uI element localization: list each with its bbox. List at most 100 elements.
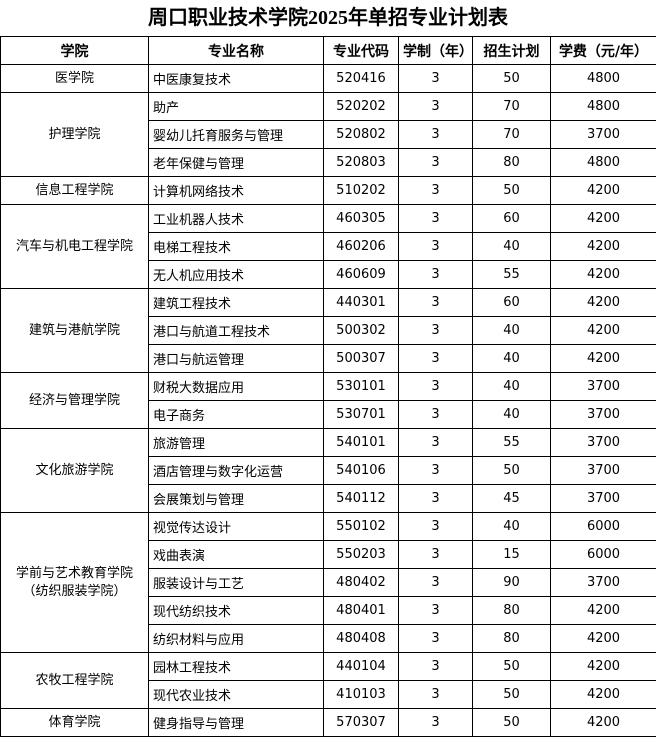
duration: 3 — [398, 260, 473, 289]
table-row: 老年保健与管理 520803 3 80 4800 — [1, 148, 656, 177]
duration: 3 — [398, 232, 473, 261]
major-code: 530101 — [323, 372, 399, 401]
major-code: 410103 — [323, 680, 399, 709]
major-name: 电子商务 — [148, 400, 324, 429]
header-cell: 专业代码 — [323, 36, 399, 65]
table-row: 农牧工程学院 园林工程技术 440104 3 50 4200 — [0, 652, 656, 709]
college-cell: 护理学院 — [0, 92, 149, 177]
enrollment-plan: 40 — [472, 316, 551, 345]
major-name: 无人机应用技术 — [148, 260, 324, 289]
college-cell: 农牧工程学院 — [0, 652, 149, 709]
header-row: 学院 专业名称 专业代码 学制（年） 招生计划 学费（元/年） — [0, 36, 656, 65]
table-row: 文化旅游学院 旅游管理 540101 3 55 3700 — [0, 428, 656, 513]
major-code: 500307 — [323, 344, 399, 373]
major-code: 540106 — [323, 456, 399, 485]
table-row: 护理学院 助产 520202 3 70 4800 — [0, 92, 656, 177]
tuition: 6000 — [550, 540, 656, 569]
tuition: 4200 — [550, 316, 656, 345]
header-cell: 招生计划 — [472, 36, 551, 65]
duration: 3 — [398, 624, 473, 653]
enrollment-plan: 60 — [472, 204, 551, 233]
major-name: 港口与航运管理 — [148, 344, 324, 373]
header-cell: 专业名称 — [148, 36, 324, 65]
enrollment-plan: 40 — [472, 344, 551, 373]
duration: 3 — [398, 428, 473, 457]
table-row: 电子商务 530701 3 40 3700 — [1, 400, 656, 429]
duration: 3 — [398, 316, 473, 345]
tuition: 3700 — [550, 120, 656, 149]
tuition: 3700 — [550, 372, 656, 401]
header-cell: 学制（年） — [398, 36, 473, 65]
major-name: 助产 — [148, 92, 324, 121]
table-row: 经济与管理学院 财税大数据应用 530101 3 40 3700 — [0, 372, 656, 429]
tuition: 4200 — [550, 680, 656, 709]
major-name: 港口与航道工程技术 — [148, 316, 324, 345]
major-name: 服装设计与工艺 — [148, 568, 324, 597]
table-row: 纺织材料与应用 480408 3 80 4200 — [1, 624, 656, 653]
major-name: 会展策划与管理 — [148, 484, 324, 513]
table-row: 体育学院 健身指导与管理 570307 3 50 4200 — [0, 708, 656, 737]
major-name: 老年保健与管理 — [148, 148, 324, 177]
tuition: 4200 — [550, 260, 656, 289]
enrollment-plan: 50 — [472, 680, 551, 709]
major-code: 440301 — [323, 288, 399, 317]
tuition: 4200 — [550, 204, 656, 233]
duration: 3 — [398, 176, 473, 205]
major-name: 视觉传达设计 — [148, 512, 324, 541]
header-cell: 学院 — [0, 36, 149, 65]
college-cell: 学前与艺术教育学院（纺织服装学院） — [0, 512, 149, 653]
duration: 3 — [398, 64, 473, 93]
duration: 3 — [398, 120, 473, 149]
title: 周口职业技术学院2025年单招专业计划表 — [148, 7, 508, 29]
major-name: 建筑工程技术 — [148, 288, 324, 317]
duration: 3 — [398, 680, 473, 709]
enrollment-plan: 15 — [472, 540, 551, 569]
college-cell: 医学院 — [0, 64, 149, 93]
tuition: 4200 — [550, 176, 656, 205]
major-code: 520802 — [323, 120, 399, 149]
major-code: 440104 — [323, 652, 399, 681]
duration: 3 — [398, 652, 473, 681]
header-cell: 学费（元/年） — [550, 36, 656, 65]
major-name: 戏曲表演 — [148, 540, 324, 569]
major-code: 520202 — [323, 92, 399, 121]
tuition: 4200 — [550, 708, 656, 737]
major-name: 酒店管理与数字化运营 — [148, 456, 324, 485]
duration: 3 — [398, 596, 473, 625]
duration: 3 — [398, 512, 473, 541]
duration: 3 — [398, 540, 473, 569]
major-name: 园林工程技术 — [148, 652, 324, 681]
table-row: 无人机应用技术 460609 3 55 4200 — [1, 260, 656, 289]
major-code: 520416 — [323, 64, 399, 93]
major-name: 财税大数据应用 — [148, 372, 324, 401]
duration: 3 — [398, 288, 473, 317]
major-code: 530701 — [323, 400, 399, 429]
major-name: 婴幼儿托育服务与管理 — [148, 120, 324, 149]
tuition: 4800 — [550, 92, 656, 121]
enrollment-plan: 55 — [472, 428, 551, 457]
enrollment-plan: 90 — [472, 568, 551, 597]
tuition: 3700 — [550, 484, 656, 513]
enrollment-plan: 45 — [472, 484, 551, 513]
tuition: 4800 — [550, 64, 656, 93]
duration: 3 — [398, 148, 473, 177]
tuition: 3700 — [550, 568, 656, 597]
major-code: 500302 — [323, 316, 399, 345]
major-code: 550203 — [323, 540, 399, 569]
tuition: 3700 — [550, 428, 656, 457]
tuition: 4200 — [550, 624, 656, 653]
major-code: 570307 — [323, 708, 399, 737]
tuition: 3700 — [550, 400, 656, 429]
tuition: 4200 — [550, 596, 656, 625]
major-code: 480402 — [323, 568, 399, 597]
enrollment-plan: 80 — [472, 596, 551, 625]
college-cell: 建筑与港航学院 — [0, 288, 149, 373]
major-name: 工业机器人技术 — [148, 204, 324, 233]
enrollment-plan: 80 — [472, 148, 551, 177]
enrollment-plan: 50 — [472, 652, 551, 681]
table-row: 医学院 中医康复技术 520416 3 50 4800 — [0, 64, 656, 93]
major-name: 计算机网络技术 — [148, 176, 324, 205]
table-row: 港口与航运管理 500307 3 40 4200 — [1, 344, 656, 373]
table-row: 会展策划与管理 540112 3 45 3700 — [1, 484, 656, 513]
major-code: 540101 — [323, 428, 399, 457]
